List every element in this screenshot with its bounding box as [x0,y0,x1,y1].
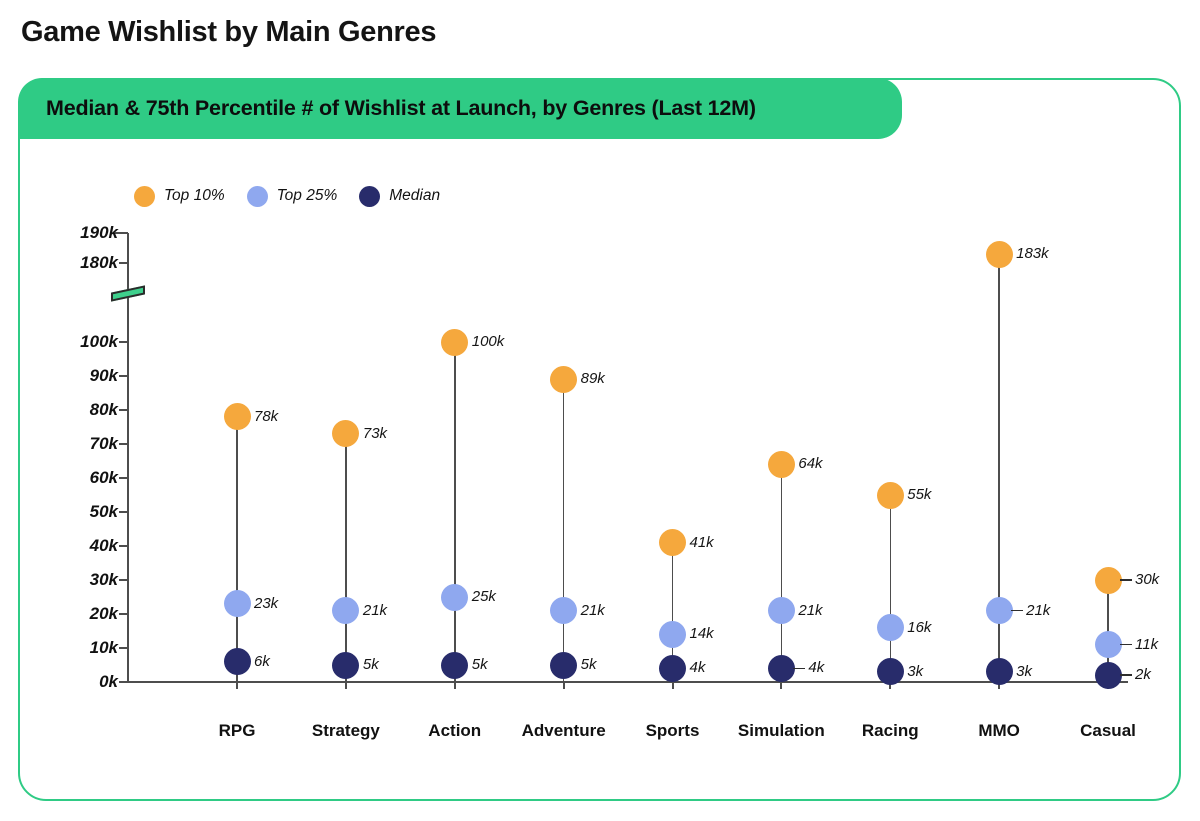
card-header-banner: Median & 75th Percentile # of Wishlist a… [18,78,902,139]
page-title: Game Wishlist by Main Genres [21,16,437,48]
chart-title: Median & 75th Percentile # of Wishlist a… [46,96,756,120]
chart-card: Median & 75th Percentile # of Wishlist a… [18,78,1181,801]
legend-label: Top 25% [276,187,338,204]
legend-item-median: Median [359,185,441,207]
legend-dot-icon [246,185,268,207]
legend: Top 10% Top 25% Median [134,185,440,207]
legend-label: Top 10% [164,187,225,204]
legend-dot-icon [359,185,381,207]
legend-dot-icon [134,185,155,207]
legend-item-top-10: Top 10% [134,185,225,207]
legend-label: Median [389,187,441,204]
legend-item-top-25: Top 25% [246,185,338,207]
